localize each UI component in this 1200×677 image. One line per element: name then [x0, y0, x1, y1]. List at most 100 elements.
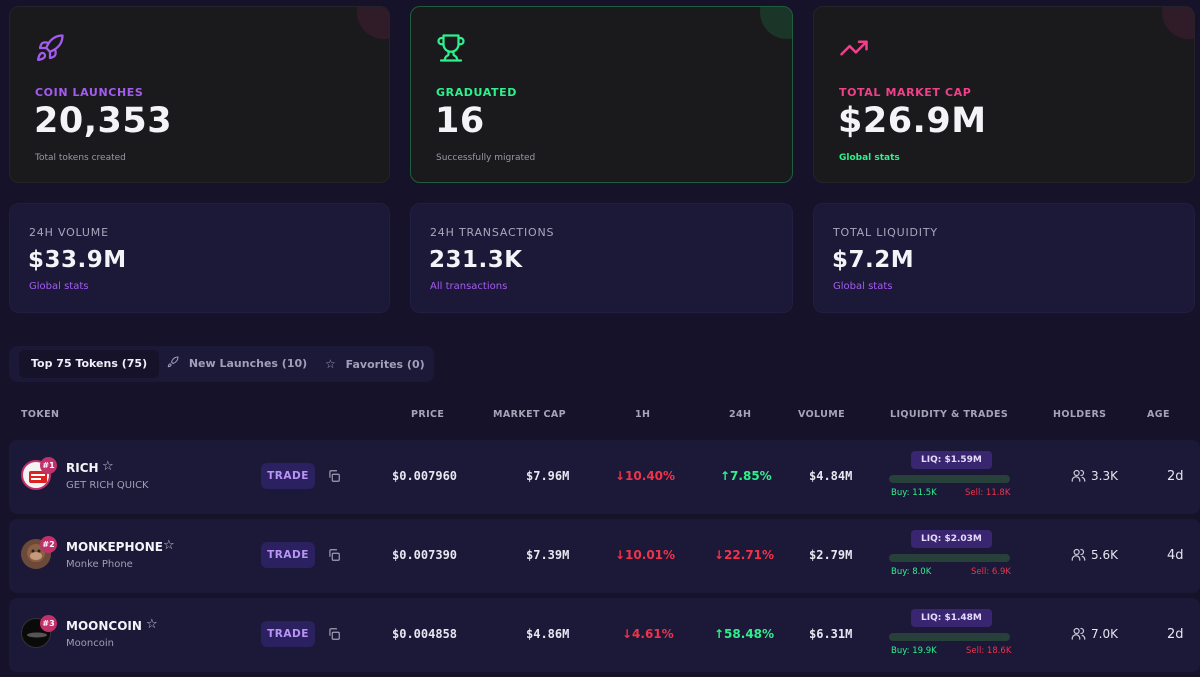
column-price[interactable]: PRICE	[411, 409, 445, 420]
token-name: GET RICH QUICK	[66, 480, 149, 491]
tab-label: Favorites (0)	[345, 358, 425, 371]
token-avatar	[21, 618, 51, 648]
column-holders[interactable]: HOLDERS	[1053, 409, 1107, 420]
liquidity-badge: LIQ: $1.48M	[911, 609, 992, 627]
corner-decoration	[1162, 7, 1194, 39]
star-icon: ☆	[325, 357, 336, 371]
users-icon	[1071, 469, 1086, 482]
table-row[interactable]: #2 MONKEPHONE ☆ Monke Phone TRADE $0.007…	[9, 519, 1200, 593]
table-row[interactable]: #1 RICH ☆ GET RICH QUICK TRADE $0.007960…	[9, 440, 1200, 514]
stat-value: 16	[435, 101, 485, 141]
liquidity-badge: LIQ: $2.03M	[911, 530, 992, 548]
stat-card-24h-volume: 24H VOLUME $33.9M Global stats	[9, 203, 390, 313]
token-symbol[interactable]: RICH	[66, 461, 99, 475]
stat-card-24h-transactions: 24H TRANSACTIONS 231.3K All transactions	[410, 203, 793, 313]
stat-card-graduated: GRADUATED 16 Successfully migrated	[410, 6, 793, 183]
column-24h[interactable]: 24H	[729, 409, 752, 420]
stat-subtext: All transactions	[430, 281, 508, 292]
stat-label: GRADUATED	[436, 86, 517, 99]
stat-label: TOTAL MARKET CAP	[839, 86, 972, 99]
copy-icon[interactable]	[327, 627, 341, 641]
token-tabs: Top 75 Tokens (75) New Launches (10) ☆ F…	[9, 346, 434, 382]
stat-subtext: Successfully migrated	[436, 153, 536, 163]
column-1h[interactable]: 1H	[635, 409, 651, 420]
users-icon	[1071, 548, 1086, 561]
copy-icon[interactable]	[327, 469, 341, 483]
token-volume: $4.84M	[809, 469, 853, 483]
stat-value: 20,353	[34, 101, 173, 141]
sell-count: Sell: 18.6K	[966, 646, 1012, 656]
stat-label: TOTAL LIQUIDITY	[833, 226, 938, 239]
token-price: $0.004858	[392, 627, 458, 641]
change-24h: ↓22.71%	[714, 548, 775, 562]
liquidity-badge: LIQ: $1.59M	[911, 451, 992, 469]
buy-count: Buy: 19.9K	[891, 646, 937, 656]
trade-button[interactable]: TRADE	[261, 463, 315, 489]
tab-label: New Launches (10)	[188, 357, 308, 370]
table-row[interactable]: #3 MOONCOIN ☆ Mooncoin TRADE $0.004858 $…	[9, 598, 1200, 672]
column-volume[interactable]: VOLUME	[798, 409, 846, 420]
favorite-star-icon[interactable]: ☆	[146, 617, 158, 632]
token-market-cap: $4.86M	[526, 627, 570, 641]
tab-top-tokens[interactable]: Top 75 Tokens (75)	[19, 350, 160, 378]
token-volume: $2.79M	[809, 548, 853, 562]
corner-decoration	[760, 7, 792, 39]
stat-subtext: Global stats	[833, 281, 893, 292]
favorite-star-icon[interactable]: ☆	[163, 538, 175, 553]
column-liquidity-trades[interactable]: LIQUIDITY & TRADES	[890, 409, 1009, 420]
holders-count: 3.3K	[1091, 469, 1118, 483]
buy-sell-bar	[889, 475, 1010, 483]
trending-up-icon	[840, 40, 868, 56]
change-24h: ↑58.48%	[714, 627, 775, 641]
buy-sell-bar	[889, 554, 1010, 562]
stat-card-total-liquidity: TOTAL LIQUIDITY $7.2M Global stats	[813, 203, 1195, 313]
copy-icon[interactable]	[327, 548, 341, 562]
trade-button[interactable]: TRADE	[261, 542, 315, 568]
token-volume: $6.31M	[809, 627, 853, 641]
trophy-icon	[437, 34, 465, 62]
stat-label: 24H VOLUME	[29, 226, 109, 239]
buy-count: Buy: 11.5K	[891, 488, 937, 498]
tab-label: Top 75 Tokens (75)	[31, 357, 148, 370]
holders-count: 5.6K	[1091, 548, 1118, 562]
stat-label: 24H TRANSACTIONS	[430, 226, 555, 239]
change-24h: ↑7.85%	[720, 469, 772, 483]
users-icon	[1071, 627, 1086, 640]
sell-count: Sell: 11.8K	[965, 488, 1011, 498]
rank-badge: #2	[40, 536, 57, 553]
table-header: TOKEN PRICE MARKET CAP 1H 24H VOLUME LIQ…	[0, 409, 1200, 423]
column-token[interactable]: TOKEN	[21, 409, 60, 420]
rocket-icon	[167, 356, 179, 368]
token-symbol[interactable]: MONKEPHONE	[66, 540, 163, 554]
rank-badge: #1	[40, 457, 57, 474]
buy-sell-bar	[889, 633, 1010, 641]
stat-value: 231.3K	[429, 247, 523, 273]
change-1h: ↓4.61%	[622, 627, 674, 641]
stat-value: $26.9M	[838, 101, 987, 141]
trade-button[interactable]: TRADE	[261, 621, 315, 647]
stat-value: $33.9M	[28, 247, 127, 273]
stat-card-coin-launches: COIN LAUNCHES 20,353 Total tokens create…	[9, 6, 390, 183]
token-symbol[interactable]: MOONCOIN	[66, 619, 142, 633]
tab-new-launches[interactable]: New Launches (10)	[155, 350, 319, 378]
holders-count: 7.0K	[1091, 627, 1118, 641]
rank-badge: #3	[40, 615, 57, 632]
rocket-icon	[37, 34, 64, 61]
corner-decoration	[357, 7, 389, 39]
stat-subtext: Total tokens created	[35, 153, 126, 163]
column-market-cap[interactable]: MARKET CAP	[493, 409, 567, 420]
stat-subtext: Global stats	[839, 153, 900, 163]
column-age[interactable]: AGE	[1147, 409, 1170, 420]
tab-favorites[interactable]: ☆ Favorites (0)	[313, 350, 437, 378]
favorite-star-icon[interactable]: ☆	[102, 459, 114, 474]
token-name: Monke Phone	[66, 559, 133, 570]
token-age: 4d	[1167, 548, 1184, 563]
token-name: Mooncoin	[66, 638, 114, 649]
change-1h: ↓10.01%	[615, 548, 676, 562]
token-market-cap: $7.39M	[526, 548, 570, 562]
token-market-cap: $7.96M	[526, 469, 570, 483]
stat-value: $7.2M	[832, 247, 915, 273]
change-1h: ↓10.40%	[615, 469, 676, 483]
stat-card-total-market-cap: TOTAL MARKET CAP $26.9M Global stats	[813, 6, 1195, 183]
sell-count: Sell: 6.9K	[971, 567, 1012, 577]
